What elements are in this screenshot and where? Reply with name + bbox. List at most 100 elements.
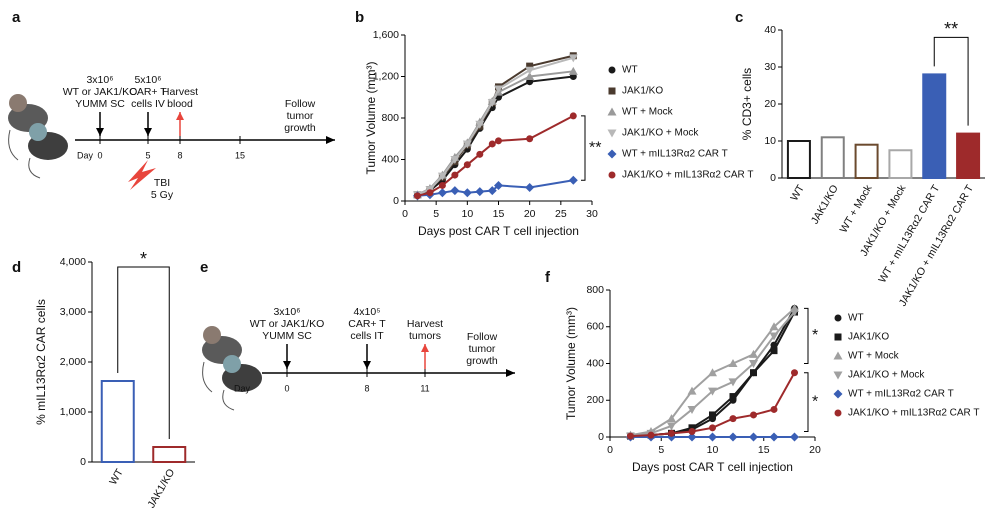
x-tick-label: 20 <box>809 444 821 456</box>
marker <box>568 175 578 185</box>
marker <box>475 187 485 197</box>
panel-label: c <box>735 9 743 26</box>
y-tick-label: 0 <box>80 456 86 468</box>
y-axis-label: % mIL13Rα2 CAR cells <box>34 299 48 425</box>
series-line <box>417 56 574 196</box>
legend-label: JAK1/KO + mIL13Rα2 CAR T <box>848 408 979 419</box>
marker <box>487 98 497 107</box>
marker <box>708 432 717 442</box>
marker <box>525 183 535 193</box>
marker <box>728 378 738 387</box>
y-tick-label: 30 <box>764 61 776 73</box>
x-tick-label: 20 <box>524 208 536 220</box>
marker <box>709 411 716 419</box>
bar <box>152 446 187 463</box>
event-text: cells IT <box>350 330 384 342</box>
legend-label: WT + mIL13Rα2 CAR T <box>848 389 954 400</box>
event-text: YUMM SC <box>75 98 125 110</box>
y-axis-label: % CD3+ cells <box>740 68 754 140</box>
marker <box>437 188 447 198</box>
marker <box>750 411 757 419</box>
marker <box>462 188 472 198</box>
panel-label: f <box>545 269 551 286</box>
x-tick-label: JAK1/KO <box>145 467 177 510</box>
marker <box>729 393 737 401</box>
marker <box>791 369 798 377</box>
x-tick-label: 10 <box>707 444 719 456</box>
significance-bracket <box>581 115 586 181</box>
marker <box>688 424 696 432</box>
event-text: blood <box>167 98 193 110</box>
legend-label: WT + Mock <box>848 351 900 362</box>
marker <box>568 54 578 63</box>
marker <box>749 349 758 358</box>
x-tick-label: 30 <box>586 208 598 220</box>
bar <box>956 132 981 180</box>
marker <box>769 332 779 341</box>
event-text: Harvest <box>407 318 443 330</box>
y-tick-label: 10 <box>764 135 776 147</box>
panel-label: d <box>12 259 21 276</box>
series-line <box>417 75 574 196</box>
marker <box>569 112 577 120</box>
marker <box>770 405 778 413</box>
follow-text: tumor <box>469 343 496 355</box>
event-text: cells IV <box>131 98 165 110</box>
marker <box>495 137 502 145</box>
x-tick-label: JAK1/KO <box>809 183 841 226</box>
event-text: 5x10⁶ <box>134 74 161 86</box>
x-tick-label: WT <box>788 182 807 203</box>
marker <box>728 432 738 442</box>
bar <box>922 73 947 179</box>
event-text: 3x10⁶ <box>86 74 113 86</box>
marker <box>667 422 676 431</box>
event-arrowhead <box>96 128 104 136</box>
marker <box>647 431 655 439</box>
follow-text: Follow <box>467 331 498 343</box>
x-tick-label: WT + Mock <box>838 182 875 235</box>
event-text: tumors <box>409 330 441 342</box>
timeline-tick-label: 8 <box>177 150 182 160</box>
y-axis-label: Tumor Volume (mm³) <box>564 307 578 420</box>
day-label: Day <box>77 150 94 160</box>
x-tick-label: WT <box>107 466 126 487</box>
y-axis-label: Tumor Volume (mm³) <box>364 62 378 175</box>
marker <box>487 186 497 196</box>
treatment-text: 5 Gy <box>151 189 174 201</box>
marker <box>749 360 758 368</box>
marker <box>494 85 503 94</box>
significance-bracket <box>804 307 809 364</box>
marker <box>488 140 496 148</box>
timeline-tick-label: 8 <box>364 383 369 393</box>
marker <box>476 150 484 158</box>
bar <box>786 140 811 179</box>
event-text: Harvest <box>162 86 198 98</box>
event-text: 3x10⁶ <box>273 306 300 318</box>
legend-marker <box>833 389 843 399</box>
marker <box>729 415 737 423</box>
mice-a <box>8 94 68 179</box>
bar <box>100 380 135 463</box>
event-arrowhead <box>363 361 371 369</box>
timeline-arrowhead <box>326 136 335 144</box>
legend-marker <box>833 371 843 380</box>
marker <box>475 120 485 129</box>
timeline-arrowhead <box>506 369 515 377</box>
event-arrowhead <box>421 344 429 352</box>
event-text: WT or JAK1/KO <box>63 86 138 98</box>
marker <box>426 189 434 197</box>
marker <box>451 171 459 179</box>
y-tick-label: 0 <box>598 431 604 443</box>
timeline-tick-label: 5 <box>145 150 150 160</box>
significance: * <box>812 393 818 410</box>
marker <box>462 140 472 149</box>
legend-marker <box>833 351 843 360</box>
timeline-tick-label: 0 <box>284 383 289 393</box>
marker <box>687 405 697 414</box>
bar <box>820 136 845 180</box>
significance: ** <box>944 19 958 39</box>
event-text: WT or JAK1/KO <box>250 318 325 330</box>
x-tick-label: WT + mIL13Rα2 CAR T <box>876 182 942 285</box>
legend-label: JAK1/KO <box>848 332 889 343</box>
